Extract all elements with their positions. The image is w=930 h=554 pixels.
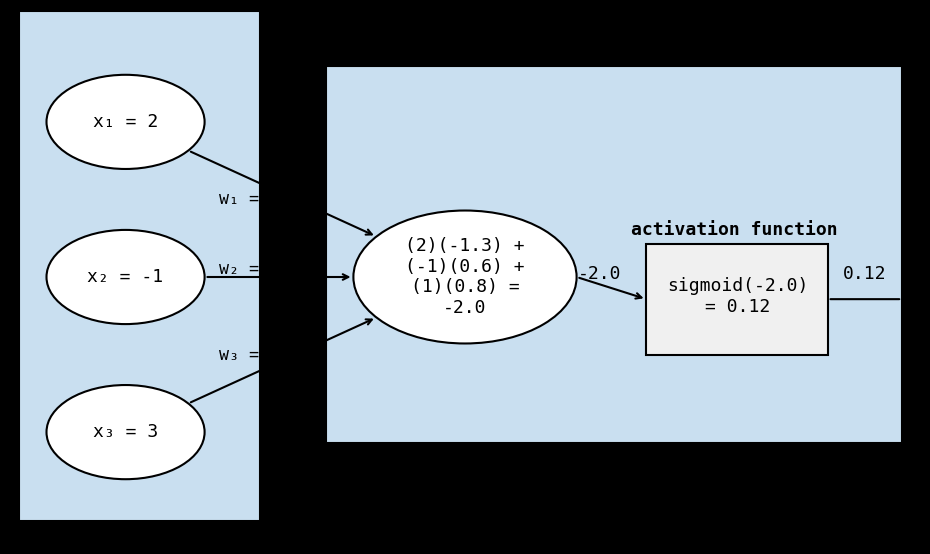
FancyBboxPatch shape (326, 66, 902, 443)
Text: (2)(-1.3) +
(-1)(0.6) +
(1)(0.8) =
-2.0: (2)(-1.3) + (-1)(0.6) + (1)(0.8) = -2.0 (405, 237, 525, 317)
FancyBboxPatch shape (646, 244, 828, 355)
Circle shape (46, 385, 205, 479)
Text: w₃ = 0.4: w₃ = 0.4 (219, 346, 299, 363)
Text: activation function: activation function (631, 221, 838, 239)
Text: 0.12: 0.12 (844, 265, 886, 283)
FancyBboxPatch shape (19, 11, 260, 521)
Circle shape (46, 75, 205, 169)
Text: x₁ = 2: x₁ = 2 (93, 113, 158, 131)
Text: w₁ = -1.3: w₁ = -1.3 (219, 191, 309, 208)
Text: sigmoid(-2.0)
= 0.12: sigmoid(-2.0) = 0.12 (667, 277, 808, 316)
Text: -2.0: -2.0 (578, 265, 621, 283)
Circle shape (46, 230, 205, 324)
Text: w₂ = 0.6: w₂ = 0.6 (219, 260, 299, 278)
Text: x₂ = -1: x₂ = -1 (87, 268, 164, 286)
Text: x₃ = 3: x₃ = 3 (93, 423, 158, 441)
Circle shape (353, 211, 577, 343)
